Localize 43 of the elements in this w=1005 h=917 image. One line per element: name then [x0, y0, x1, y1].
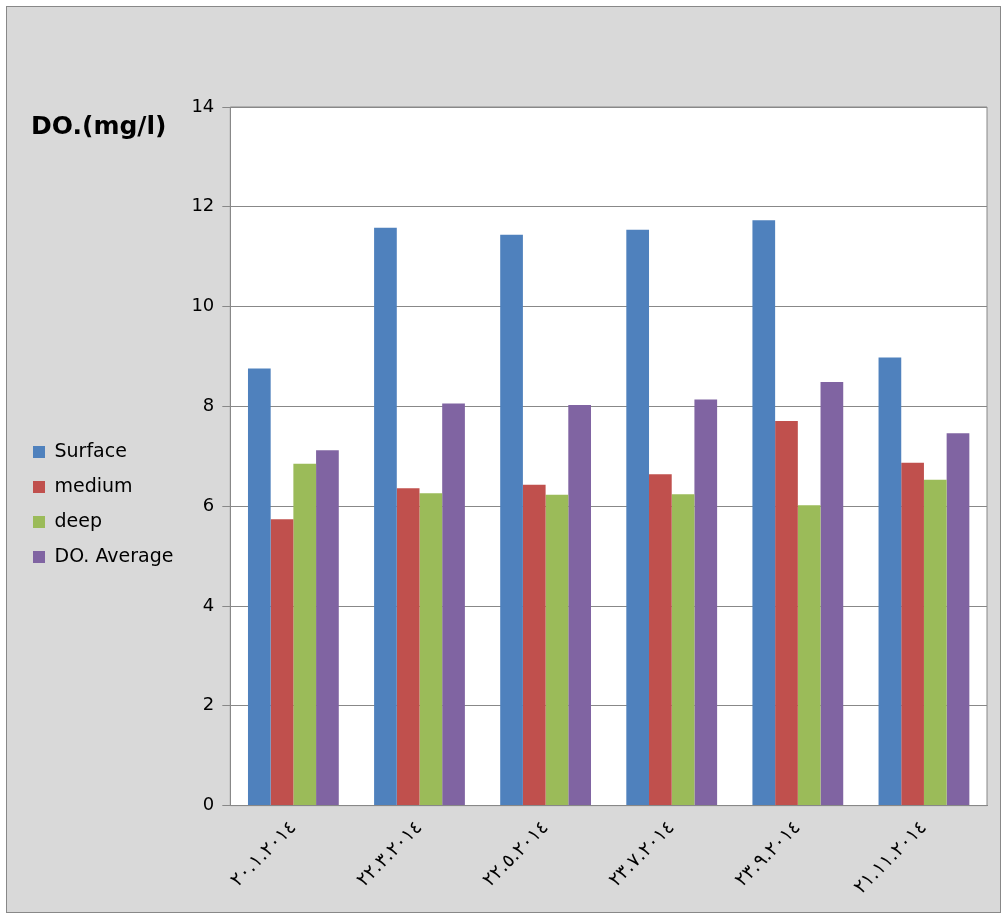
bar	[396, 488, 420, 806]
y-tick-label: 6	[202, 493, 215, 515]
bar	[649, 474, 672, 806]
bar	[752, 220, 776, 806]
bar	[522, 484, 546, 806]
bar	[901, 462, 924, 806]
x-tick-label: ٢٠.١.٢٠١٤	[225, 815, 300, 891]
y-tick-label: 0	[202, 793, 215, 815]
bar	[270, 519, 294, 806]
bar	[946, 433, 970, 806]
bar	[775, 420, 798, 806]
y-tick-label: 8	[202, 394, 215, 416]
legend-label: DO. Average	[54, 543, 174, 566]
y-tick-label: 14	[191, 94, 215, 116]
bar	[545, 494, 569, 806]
bar	[820, 381, 844, 806]
y-tick-label: 4	[202, 593, 215, 615]
y-tick-label: 2	[202, 693, 215, 715]
x-tick-label: ٢٣.٧.٢٠١٤	[603, 815, 679, 891]
bar	[419, 493, 443, 806]
bar	[923, 479, 947, 806]
bar	[247, 368, 271, 806]
bar	[671, 494, 695, 806]
x-tick-label: ٢٢.٥.٢٠١٤	[477, 815, 552, 891]
bar	[293, 463, 317, 806]
legend-label: medium	[54, 473, 133, 496]
bar	[568, 404, 592, 806]
x-tick-label: ٢١.١١.٢٠١٤	[848, 815, 931, 898]
legend-label: Surface	[54, 438, 127, 461]
x-tick-label: ٢٢.٣.٢٠١٤	[351, 815, 426, 891]
bar	[442, 403, 465, 806]
bar	[694, 399, 718, 806]
bar	[878, 357, 902, 806]
legend-label: deep	[54, 508, 102, 531]
bar	[500, 234, 523, 806]
bar	[316, 450, 339, 806]
x-tick-label: ٢٣.٩.٢٠١٤	[729, 815, 805, 891]
bar	[374, 227, 397, 806]
bar	[626, 229, 650, 806]
y-axis-title: DO.(mg/l)	[31, 110, 167, 140]
y-tick-label: 10	[191, 294, 215, 316]
bar	[797, 505, 821, 806]
y-tick-label: 12	[191, 194, 215, 216]
